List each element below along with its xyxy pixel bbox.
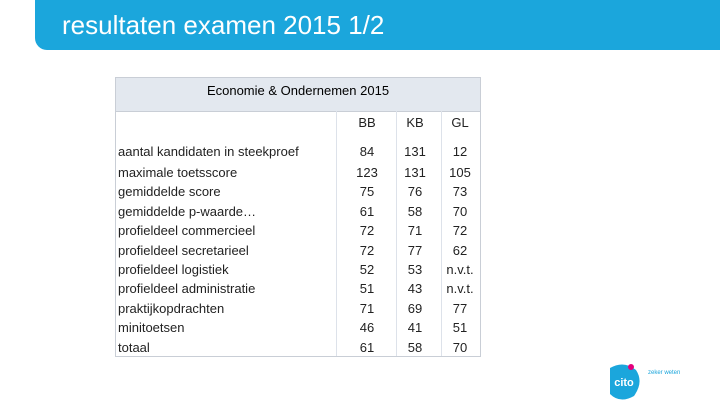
cell-value: n.v.t. [446,262,474,277]
cell-value: 70 [452,203,468,219]
cell-value: 73 [452,184,468,200]
table-caption: Economie & Ondernemen 2015 [206,83,390,98]
cell-value: 105 [449,165,471,180]
row-label: gemiddelde p-waarde… [118,203,257,219]
row-label: gemiddelde score [118,184,221,200]
cell-value: 70 [452,339,468,355]
cell-value: 131 [404,165,426,180]
cell-value: 123 [356,165,378,180]
title-bar [35,0,720,50]
cell-value: 52 [359,262,375,277]
logo-tagline: zeker weten [648,370,680,376]
caption-row: Economie & Ondernemen 2015 [116,78,480,112]
logo: cito zeker weten [610,364,680,400]
cell-value: 72 [359,223,375,239]
cell-value: 61 [359,203,375,219]
cell-value: 75 [359,184,375,200]
cell-value: 131 [404,144,426,159]
cell-value: 84 [359,144,375,159]
cell-value: 76 [407,184,423,200]
cell-value: 46 [359,320,375,336]
cell-value: 58 [407,203,423,219]
column-line [336,111,337,356]
cell-value: 72 [359,242,375,258]
cell-value: 72 [452,223,468,239]
logo-name: cito [614,377,634,389]
row-label: totaal [118,339,150,355]
row-label: minitoetsen [118,320,185,336]
row-label: praktijkopdrachten [118,300,225,316]
column-line [396,111,397,356]
cell-value: 12 [452,144,468,159]
cell-value: 51 [359,281,375,297]
logo-shape [610,364,640,400]
cell-value: 58 [407,339,423,355]
row-label: maximale toetsscore [118,165,238,180]
row-label: profieldeel commercieel [118,223,256,239]
cell-value: 43 [407,281,423,297]
cell-value: 51 [452,320,468,336]
column-line [441,111,442,356]
logo-dot [628,364,634,370]
cell-value: 71 [359,300,375,316]
cell-value: n.v.t. [446,281,474,297]
cell-value: 62 [452,242,468,258]
column-header: GL [451,115,469,130]
cell-value: 77 [407,242,423,258]
slide-title: resultaten examen 2015 1/2 [62,10,385,40]
row-label: profieldeel secretarieel [118,242,249,258]
cell-value: 71 [407,223,423,239]
row-label: aantal kandidaten in steekproef [118,144,299,159]
cell-value: 77 [452,300,468,316]
cell-value: 41 [407,320,423,336]
cell-value: 61 [359,339,375,355]
cell-value: 69 [407,300,423,316]
column-header: BB [358,115,376,130]
table: Economie & Ondernemen 2015 BB KB GL aantal … [115,77,481,357]
row-label: profieldeel logistiek [118,262,229,277]
row-label: profieldeel administratie [118,281,256,297]
cell-value: 53 [407,262,423,277]
column-header: KB [406,115,424,130]
